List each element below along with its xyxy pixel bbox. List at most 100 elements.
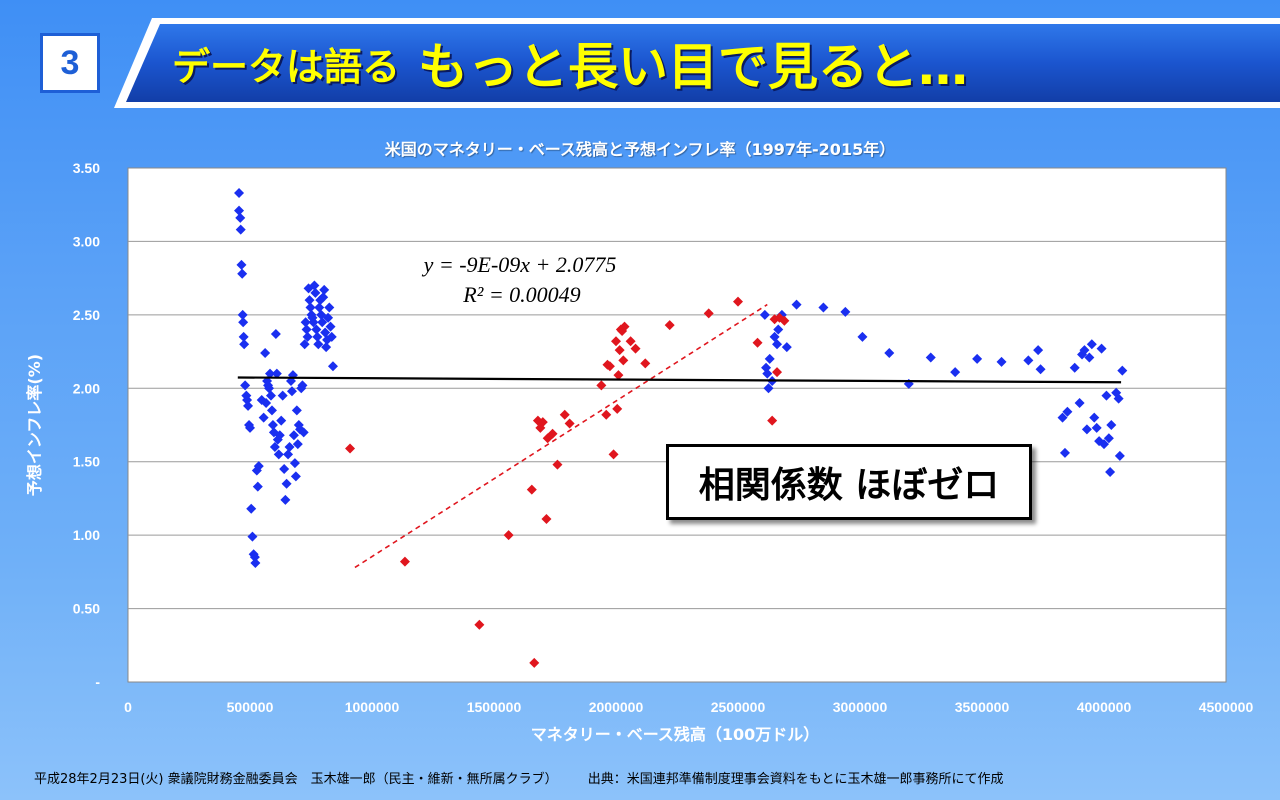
data-point [279, 464, 290, 475]
data-point [314, 302, 325, 313]
data-point [767, 415, 778, 426]
y-tick-label: 0.50 [73, 601, 100, 617]
data-point [664, 320, 675, 331]
data-point [1117, 365, 1128, 376]
data-point [270, 328, 281, 339]
data-point [310, 287, 321, 298]
data-point [283, 449, 294, 460]
data-point [345, 443, 356, 454]
y-tick-label: 3.00 [73, 233, 100, 249]
data-point [1096, 343, 1107, 354]
banner-shape [114, 18, 1280, 108]
data-point [318, 292, 329, 303]
data-point [266, 405, 277, 416]
data-point [772, 339, 783, 350]
data-point [1057, 412, 1068, 423]
data-point [1103, 433, 1114, 444]
data-point [1106, 420, 1117, 430]
data-point [703, 308, 714, 319]
y-tick-label: 2.00 [73, 380, 100, 396]
data-point [238, 317, 249, 328]
r-squared-text: R² = 0.00049 [462, 282, 580, 307]
data-point [320, 327, 331, 338]
data-point [274, 430, 285, 441]
data-point [1069, 362, 1080, 373]
data-point [604, 361, 615, 372]
data-point [764, 353, 775, 364]
data-point [996, 356, 1007, 367]
data-point [284, 442, 295, 453]
data-point [752, 337, 763, 348]
data-point [277, 390, 288, 401]
data-point [613, 370, 624, 381]
data-point [243, 400, 254, 411]
data-point [250, 558, 261, 569]
data-point [290, 471, 301, 482]
header-banner: データは語る もっと長い目で見ると… [112, 16, 1280, 110]
data-point [291, 405, 302, 416]
slide-number-badge: 3 [40, 33, 100, 93]
data-point [625, 336, 636, 347]
data-point [526, 484, 537, 495]
data-point [1059, 447, 1070, 458]
data-point [857, 331, 868, 342]
y-tick-label: 1.50 [73, 454, 100, 470]
data-point [249, 552, 260, 563]
data-point [281, 478, 292, 489]
data-point [313, 339, 324, 350]
data-point [273, 449, 284, 460]
data-point [240, 380, 251, 391]
data-point [297, 380, 308, 391]
y-tick-label: 2.50 [73, 307, 100, 323]
data-point [321, 342, 332, 353]
data-point [1114, 450, 1125, 461]
x-tick-label: 1500000 [467, 699, 522, 715]
data-point [779, 315, 790, 326]
data-point [611, 336, 621, 347]
data-point [596, 380, 607, 391]
data-point [264, 383, 275, 394]
data-point [302, 331, 313, 342]
data-point [541, 513, 552, 524]
data-point [1086, 339, 1097, 350]
data-point [733, 296, 743, 307]
data-point [238, 331, 249, 342]
data-point [247, 531, 258, 542]
data-point [762, 368, 773, 379]
data-point [265, 390, 276, 401]
data-point [317, 317, 328, 328]
data-point [245, 422, 255, 433]
y-tick-label: - [95, 674, 100, 690]
data-point [299, 339, 310, 350]
data-point [239, 339, 250, 350]
x-tick-label: 3500000 [955, 699, 1010, 715]
x-tick-label: 2000000 [589, 699, 644, 715]
data-point [564, 418, 575, 429]
data-point [1081, 424, 1092, 435]
y-tick-label: 3.50 [73, 160, 100, 176]
data-point [286, 386, 297, 397]
data-point [327, 361, 338, 372]
data-point [309, 280, 320, 291]
x-axis-title: マネタリー・ベース残高（100万ドル） [531, 725, 820, 744]
data-point [298, 427, 309, 438]
data-points [234, 187, 1128, 668]
data-point [276, 415, 287, 426]
data-point [269, 442, 280, 453]
data-point [630, 343, 641, 354]
data-point [791, 299, 802, 310]
plot-area [127, 167, 1227, 683]
data-point [271, 368, 282, 379]
data-point [619, 321, 630, 332]
data-point [253, 461, 264, 472]
data-point [1084, 352, 1095, 363]
data-point [972, 353, 983, 364]
data-point [1023, 355, 1034, 366]
data-point [308, 317, 319, 328]
data-point [608, 449, 619, 460]
data-point [267, 420, 278, 430]
data-point [260, 348, 271, 359]
x-tick-label: 500000 [227, 699, 274, 715]
data-point [552, 459, 563, 470]
